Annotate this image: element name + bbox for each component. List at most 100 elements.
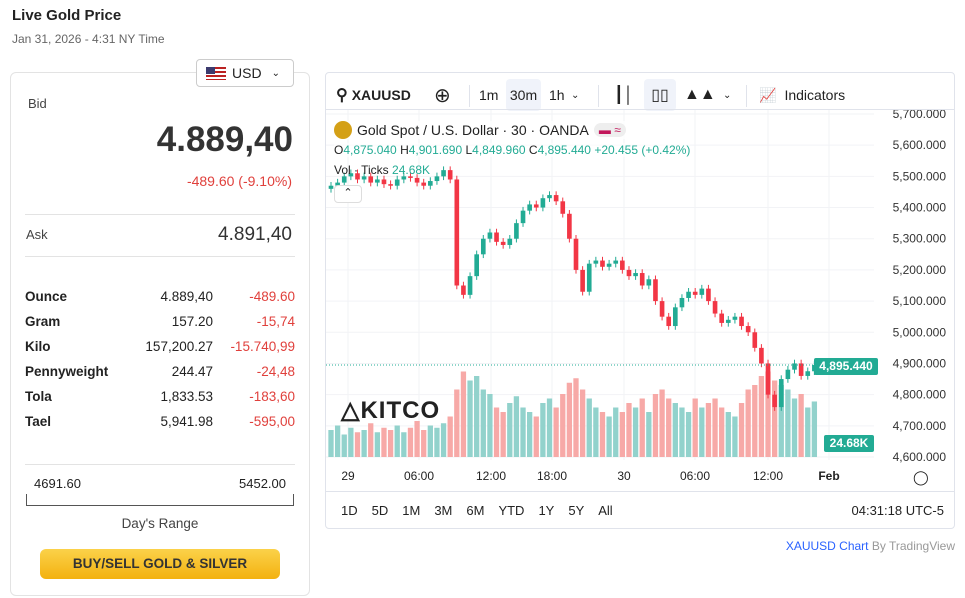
range-6m[interactable]: 6M	[466, 503, 485, 518]
candle	[739, 316, 744, 327]
legend-toggle[interactable]: ▬ ≈	[593, 123, 626, 137]
chevron-down-icon[interactable]: ⌄	[723, 89, 732, 101]
candle	[348, 173, 354, 177]
unit-change: -24,48	[256, 364, 295, 379]
candle	[474, 254, 479, 277]
symbol-search[interactable]: ⚲ XAUUSD	[336, 79, 411, 111]
bar-chart-icon[interactable]: ┃│	[614, 87, 634, 104]
volume-bar	[719, 407, 725, 457]
volume-bar	[341, 434, 347, 457]
volume-bar	[500, 412, 506, 457]
price-chart[interactable]: 5,700.000 5,600.000 5,500.000 5,400.000 5,30…	[326, 110, 954, 491]
volume-bar	[778, 385, 784, 457]
range-1d[interactable]: 1D	[341, 503, 358, 518]
volume-bar	[745, 389, 751, 457]
volume-bar	[738, 403, 745, 457]
range-5y[interactable]: 5Y	[568, 503, 585, 518]
y-tick-label: 5,600.000	[893, 138, 947, 152]
tradingview-credit[interactable]: XAUUSD Chart By TradingView	[785, 539, 955, 553]
candles-icon[interactable]: ▯▯	[644, 79, 676, 111]
area-chart-icon[interactable]: ▲▲	[684, 86, 716, 103]
volume-bar	[765, 371, 771, 457]
volume-bar	[573, 378, 579, 457]
volume-bar	[334, 425, 341, 457]
volume-bar	[652, 394, 659, 457]
volume-bar	[467, 380, 473, 457]
symbol: XAUUSD	[351, 87, 411, 103]
range-all[interactable]: All	[598, 503, 613, 518]
y-tick-label: 5,700.000	[893, 110, 947, 121]
candle	[361, 176, 367, 180]
candle	[712, 301, 718, 314]
gold-icon	[334, 121, 352, 139]
range-ytd[interactable]: YTD	[498, 503, 525, 518]
candle	[699, 288, 705, 295]
volume-bar	[507, 403, 513, 457]
unit-price: 5,941.98	[160, 414, 213, 429]
volume-bar	[772, 380, 778, 457]
volume-bar	[394, 425, 400, 457]
range-low: 4691.60	[34, 476, 81, 491]
range-1m[interactable]: 1M	[402, 503, 421, 518]
settings-icon[interactable]: ◯	[913, 469, 929, 485]
range-3m[interactable]: 3M	[434, 503, 453, 518]
clock: 04:31:18 UTC-5	[851, 503, 945, 518]
candle	[759, 347, 764, 364]
candle	[725, 319, 731, 323]
volume-bar	[474, 376, 480, 457]
volume-bar	[672, 403, 678, 457]
volume-badge: 24.68K	[824, 435, 874, 452]
candle	[620, 260, 625, 270]
candle	[388, 184, 393, 186]
x-tick-label: 12:00	[476, 469, 506, 483]
candle	[765, 363, 771, 395]
us-flag-icon	[206, 66, 226, 80]
volume-bar	[619, 412, 625, 457]
candle	[613, 260, 619, 264]
chevron-down-icon[interactable]: ⌄	[571, 89, 580, 101]
volume-bar	[566, 382, 573, 457]
volume-bar	[725, 412, 731, 457]
candle	[560, 201, 566, 214]
range-5d[interactable]: 5D	[371, 503, 389, 518]
candle	[792, 363, 797, 370]
volume-bar	[460, 371, 467, 457]
interval-30m[interactable]: 30m	[506, 79, 541, 111]
unit-name: Tael	[25, 414, 52, 429]
volume-bar	[414, 421, 420, 457]
unit-row: Ounce 4.889,40 -489.60	[25, 289, 295, 314]
range-high: 5452.00	[239, 476, 286, 491]
candle	[355, 173, 360, 180]
indicators-button[interactable]: 📈 Indicators	[759, 79, 845, 111]
collapse-legend-button[interactable]: ⌃	[334, 185, 362, 203]
volume-bar	[646, 412, 652, 457]
volume-bar	[447, 416, 453, 457]
volume-bar	[480, 389, 486, 457]
interval-1h[interactable]: 1h	[549, 87, 565, 103]
candle	[434, 176, 440, 182]
buy-sell-button[interactable]: BUY/SELL GOLD & SILVER	[40, 549, 280, 579]
y-tick-label: 5,300.000	[893, 232, 947, 246]
candle	[673, 307, 678, 327]
volume-bar	[785, 389, 791, 457]
volume-bar	[712, 398, 718, 457]
candle	[666, 316, 672, 327]
candle	[408, 176, 413, 178]
volume-bar	[791, 398, 798, 457]
tradingview-widget: ⚲ XAUUSD ⊕ 1m 30m 1h ⌄ ┃│ ▯▯ ▲▲ ⌄ 📈 Indica…	[325, 72, 955, 529]
volume-bar	[487, 394, 493, 457]
unit-price: 4.889,40	[160, 289, 213, 304]
candle	[394, 179, 400, 186]
compare-add-icon[interactable]: ⊕	[434, 84, 451, 107]
candle	[686, 291, 691, 298]
volume-bar	[546, 398, 553, 457]
currency-select[interactable]: USD ⌄	[196, 59, 294, 87]
unit-price: 244.47	[171, 364, 213, 379]
volume-bar	[434, 427, 440, 457]
x-tick-label: 06:00	[680, 469, 710, 483]
unit-change: -15,74	[256, 314, 295, 329]
candle	[428, 181, 433, 186]
interval-1m[interactable]: 1m	[479, 87, 499, 103]
range-1y[interactable]: 1Y	[538, 503, 555, 518]
kitco-logo: △KITCO	[341, 397, 441, 424]
